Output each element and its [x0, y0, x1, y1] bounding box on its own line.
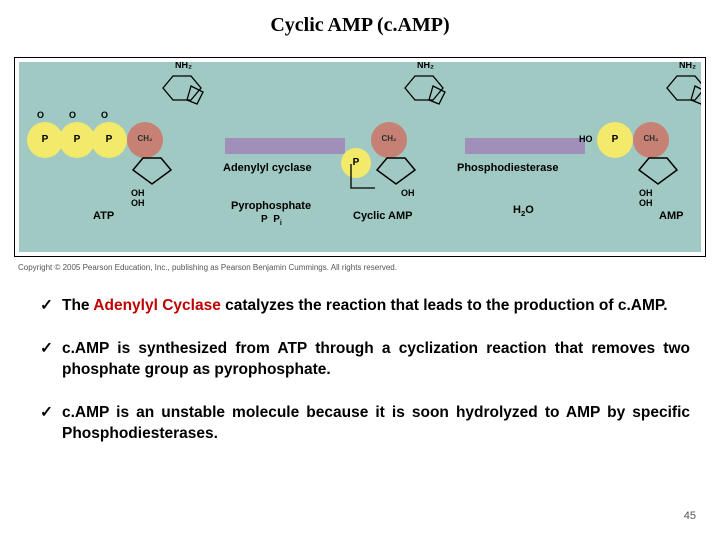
label-adenylyl-cyclase: Adenylyl cyclase	[223, 162, 312, 174]
adenine-icon	[661, 68, 701, 118]
cyclic-bond-icon	[345, 158, 385, 198]
arrow-1	[225, 138, 345, 154]
adenine-icon	[157, 68, 207, 118]
ribose-icon	[129, 156, 175, 186]
bullet-item: The Adenylyl Cyclase catalyzes the react…	[40, 296, 690, 317]
ch2-label: CH₂	[371, 134, 407, 143]
label-phosphodiesterase: Phosphodiesterase	[457, 162, 558, 174]
ho-label: HO	[579, 134, 593, 144]
bullet-text: c.AMP is an unstable molecule because it…	[62, 404, 690, 442]
page-title: Cyclic AMP (c.AMP)	[0, 0, 720, 47]
label-pyrophosphate: Pyrophosphate	[231, 200, 311, 212]
o-label: O	[69, 110, 76, 120]
page-number: 45	[684, 510, 696, 522]
ch2-label: CH₂	[127, 134, 163, 143]
bullet-item: c.AMP is synthesized from ATP through a …	[40, 339, 690, 381]
arrow-2	[465, 138, 585, 154]
bullet-text: c.AMP is synthesized from ATP through a …	[62, 340, 690, 378]
ribose-icon	[635, 156, 681, 186]
bullet-text: catalyzes the reaction that leads to the…	[221, 297, 668, 314]
oh-label: OH OH	[639, 188, 653, 208]
p-label: P	[597, 134, 633, 145]
o-label: O	[101, 110, 108, 120]
oh-label: OH	[401, 188, 415, 198]
label-h2o: H2O	[513, 204, 534, 218]
bullet-list: The Adenylyl Cyclase catalyzes the react…	[40, 296, 690, 445]
reaction-diagram: P P P CH₂ O O O OH OH NH₂ P CH₂	[19, 62, 701, 252]
nh2-label: NH₂	[417, 62, 434, 70]
label-amp: AMP	[659, 210, 683, 222]
bullet-item: c.AMP is an unstable molecule because it…	[40, 403, 690, 445]
nh2-label: NH₂	[175, 62, 192, 70]
copyright-text: Copyright © 2005 Pearson Education, Inc.…	[18, 263, 720, 272]
label-ppi: P Pi	[261, 214, 282, 227]
adenine-icon	[399, 68, 449, 118]
label-atp: ATP	[93, 210, 114, 222]
diagram-frame: P P P CH₂ O O O OH OH NH₂ P CH₂	[14, 57, 706, 257]
oh-label: OH OH	[131, 188, 145, 208]
ch2-label: CH₂	[633, 134, 669, 143]
p-label: P	[27, 134, 63, 145]
p-label: P	[59, 134, 95, 145]
bullet-emphasis: Adenylyl Cyclase	[93, 297, 221, 314]
label-camp: Cyclic AMP	[353, 210, 413, 222]
bullet-text: The	[62, 297, 93, 314]
nh2-label: NH₂	[679, 62, 696, 70]
p-label: P	[91, 134, 127, 145]
o-label: O	[37, 110, 44, 120]
